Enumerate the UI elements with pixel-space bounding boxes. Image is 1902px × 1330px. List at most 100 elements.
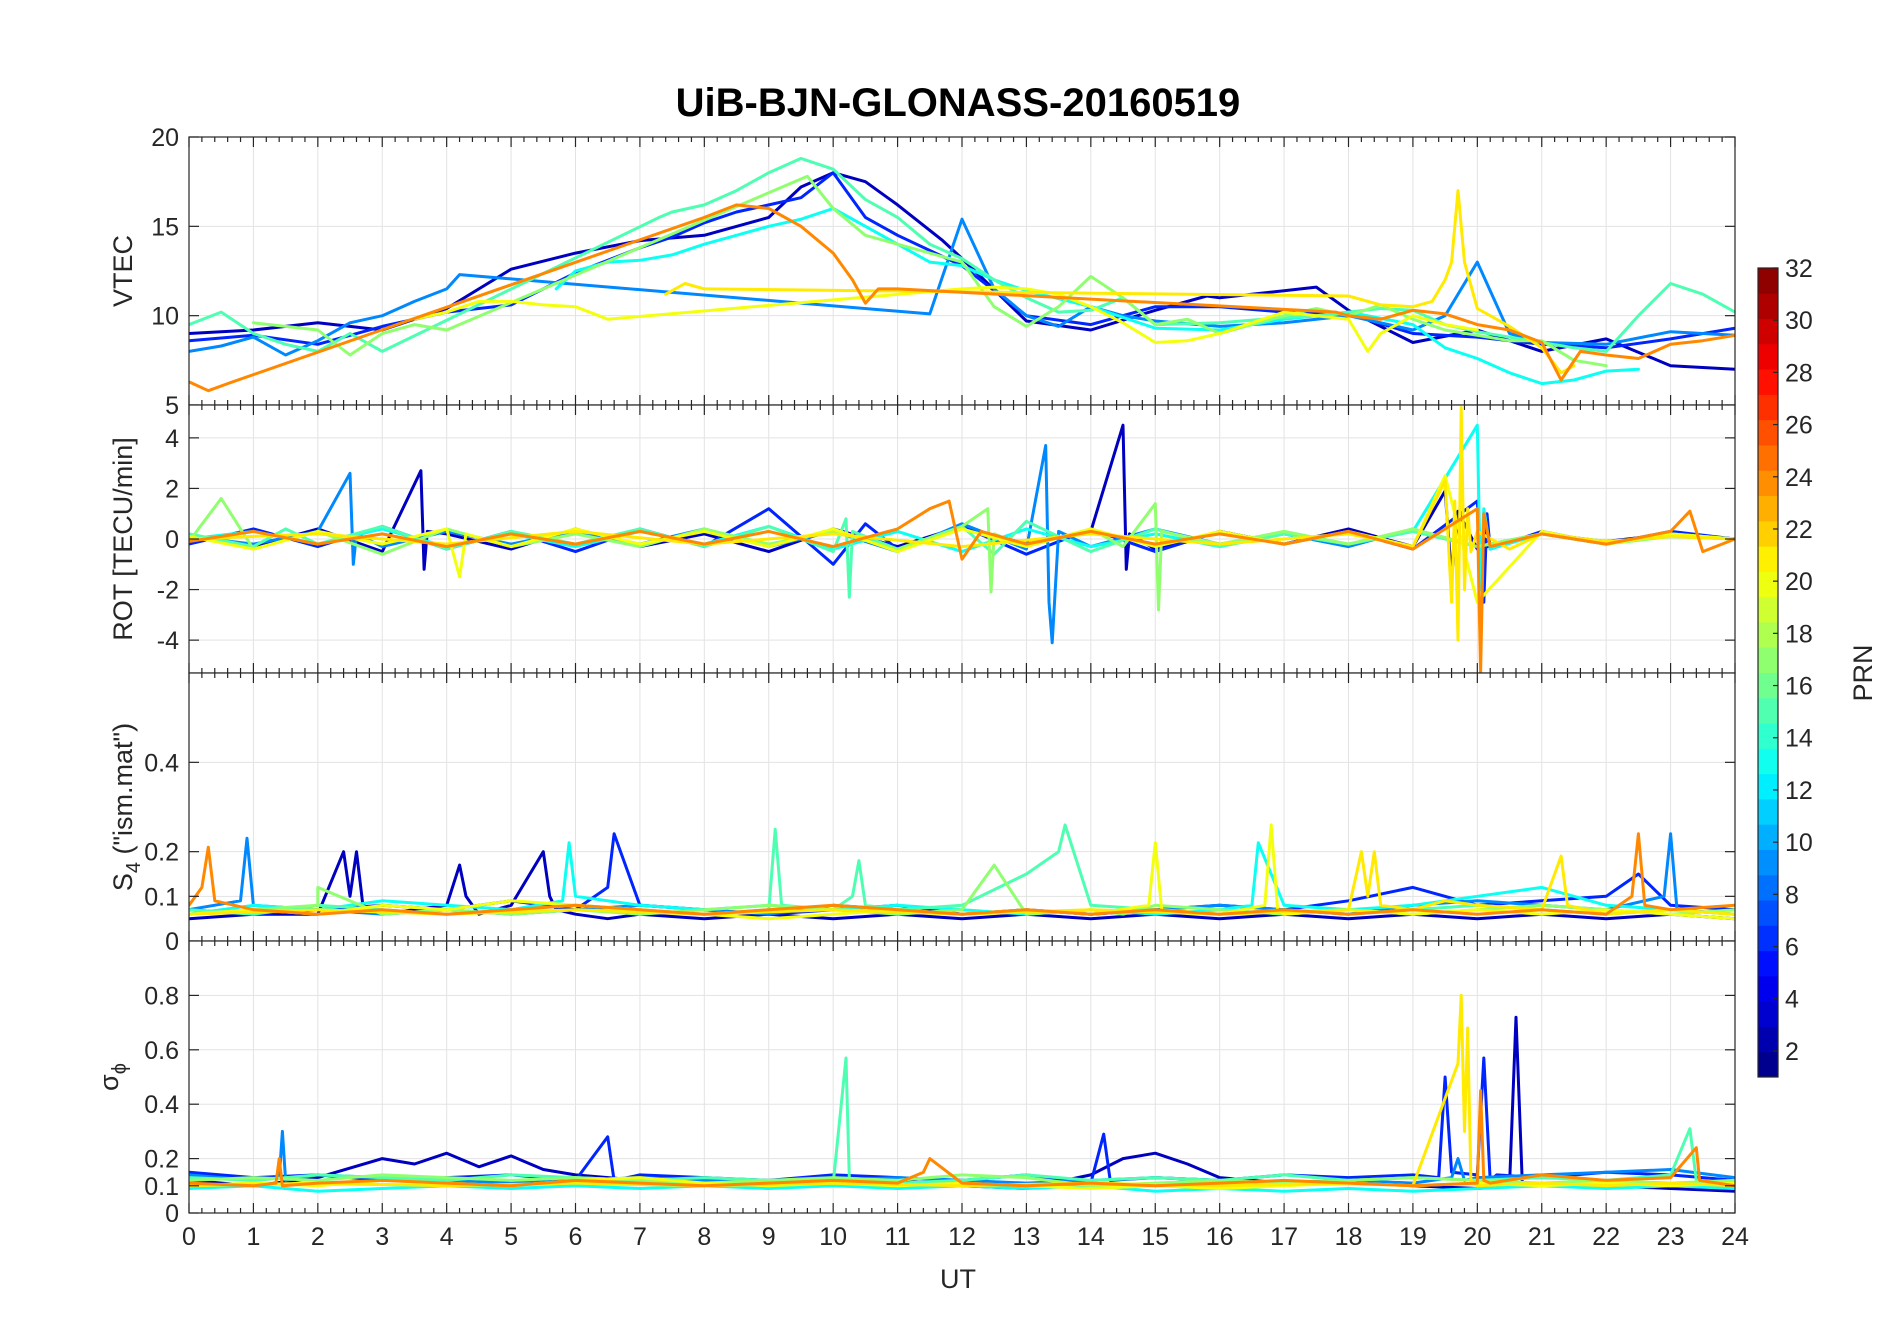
- x-tick-label: 5: [504, 1223, 518, 1251]
- colorbar-tick-label: 6: [1785, 934, 1799, 962]
- colorbar-segment: [1758, 647, 1778, 673]
- y-tick-label: 0.6: [144, 1037, 179, 1065]
- colorbar-segment: [1758, 369, 1778, 395]
- x-tick-label: 14: [1077, 1223, 1105, 1251]
- x-tick-label: 19: [1399, 1223, 1427, 1251]
- colorbar-segment: [1758, 546, 1778, 572]
- panel-vtec: 5 10 15 20 VTEC: [108, 124, 1736, 420]
- panel-rot: -4 -2 0 2 4 ROT [TECU/min]: [108, 404, 1736, 674]
- y-tick-label: -4: [157, 627, 179, 655]
- y-axis-label: σϕ: [94, 1063, 131, 1091]
- colorbar-segment: [1758, 571, 1778, 598]
- series-line-prn-15: [189, 1056, 1735, 1185]
- colorbar-segment: [1758, 975, 1778, 1002]
- y-tick-label: 0.4: [144, 749, 179, 777]
- colorbar-label: PRN: [1848, 644, 1878, 701]
- y-tick-label: 15: [151, 213, 179, 241]
- y-axis-label: S4 ("ism.mat"): [108, 723, 145, 891]
- colorbar-segment: [1758, 343, 1778, 370]
- y-tick-label: 0.4: [144, 1091, 179, 1119]
- series-group: [189, 823, 1735, 921]
- colorbar-segment: [1758, 672, 1778, 699]
- colorbar-tick-label: 4: [1785, 986, 1799, 1014]
- colorbar-segment: [1758, 798, 1778, 825]
- x-tick-label: 17: [1270, 1223, 1298, 1251]
- x-tick-label: 24: [1721, 1223, 1749, 1251]
- colorbar-segment: [1758, 621, 1778, 648]
- series-group: [189, 156, 1735, 393]
- x-tick-label: 7: [633, 1223, 647, 1251]
- colorbar-segment: [1758, 950, 1778, 977]
- x-axis-label: UT: [940, 1264, 976, 1294]
- y-axis-label-rest: ("ism.mat"): [108, 723, 138, 862]
- y-tick-label: 20: [151, 124, 179, 152]
- series-group: [189, 406, 1735, 673]
- y-tick-label: 0.2: [144, 1146, 179, 1174]
- x-tick-label: 22: [1592, 1223, 1620, 1251]
- colorbar-segment: [1758, 1001, 1778, 1027]
- y-tick-label: 0.8: [144, 982, 179, 1010]
- x-tick-label: 20: [1463, 1223, 1491, 1251]
- colorbar-tick-label: 2: [1785, 1038, 1799, 1066]
- x-tick-label: 16: [1206, 1223, 1234, 1251]
- y-tick-label: 0.1: [144, 1173, 179, 1201]
- colorbar-tick-label: 32: [1785, 255, 1813, 283]
- colorbar-segment: [1758, 318, 1778, 345]
- y-tick-label: 0: [165, 1200, 179, 1228]
- y-tick-label: 4: [165, 425, 179, 453]
- x-tick-label: 1: [246, 1223, 260, 1251]
- x-tick-label: 23: [1657, 1223, 1685, 1251]
- series-line-prn-17: [189, 497, 1735, 612]
- colorbar-tick-label: 8: [1785, 881, 1799, 909]
- colorbar-segment: [1758, 394, 1778, 421]
- series-line-prn-24: [189, 499, 1735, 673]
- y-axis-label-subscript: ϕ: [109, 1063, 131, 1074]
- x-tick-label: 3: [375, 1223, 389, 1251]
- chart-title: UiB-BJN-GLONASS-20160519: [676, 81, 1241, 125]
- y-axis-label: ROT [TECU/min]: [108, 437, 138, 641]
- colorbar-segment: [1758, 748, 1778, 775]
- colorbar-segment: [1758, 293, 1778, 320]
- colorbar-segment: [1758, 849, 1778, 876]
- series-line-prn-17: [251, 174, 1608, 368]
- colorbar-tick-label: 14: [1785, 725, 1813, 753]
- colorbar-tick-label: 16: [1785, 673, 1813, 701]
- colorbar-segment: [1758, 495, 1778, 522]
- panel-s4: 00.10.20.4S4 ("ism.mat"): [108, 672, 1736, 956]
- series-line-prn-6: [189, 171, 1735, 350]
- colorbar-tick-label: 10: [1785, 829, 1813, 857]
- colorbar-segment: [1758, 1051, 1778, 1078]
- x-tick-label: 0: [182, 1223, 196, 1251]
- colorbar-tick-label: 20: [1785, 568, 1813, 596]
- colorbar-segment: [1758, 268, 1778, 294]
- colorbar-frame: [1757, 267, 1779, 1078]
- series-line-prn-9: [189, 217, 1735, 357]
- colorbar-tick-label: 30: [1785, 307, 1813, 335]
- y-tick-label: 0.1: [144, 883, 179, 911]
- panel-sigma: 00.10.2 0.4 0.6 0.8 σϕ: [94, 940, 1736, 1228]
- x-tick-label: 11: [885, 1223, 911, 1251]
- y-axis-label-subscript: 4: [123, 862, 145, 873]
- colorbar-segment: [1758, 824, 1778, 850]
- x-tick-label: 8: [697, 1223, 711, 1251]
- y-tick-label: 10: [151, 303, 179, 331]
- x-tick-label: 9: [762, 1223, 776, 1251]
- y-axis-label: VTEC: [108, 235, 138, 307]
- colorbar-segment: [1758, 520, 1778, 547]
- colorbar-segment: [1758, 596, 1778, 623]
- x-tick-label: 13: [1013, 1223, 1041, 1251]
- colorbar-segment: [1758, 723, 1778, 749]
- colorbar-tick-label: 18: [1785, 620, 1813, 648]
- x-tick-label: 21: [1528, 1223, 1556, 1251]
- x-tick-label: 6: [569, 1223, 583, 1251]
- colorbar-segment: [1758, 1026, 1778, 1053]
- y-tick-label: -2: [157, 577, 179, 605]
- series-line-prn-24: [189, 1089, 1735, 1188]
- x-tick-label: 2: [311, 1223, 325, 1251]
- colorbar-segment: [1758, 444, 1778, 471]
- y-tick-label: 0: [165, 928, 179, 956]
- y-axis-label-main: σ: [94, 1074, 124, 1091]
- colorbar-segment: [1758, 900, 1778, 926]
